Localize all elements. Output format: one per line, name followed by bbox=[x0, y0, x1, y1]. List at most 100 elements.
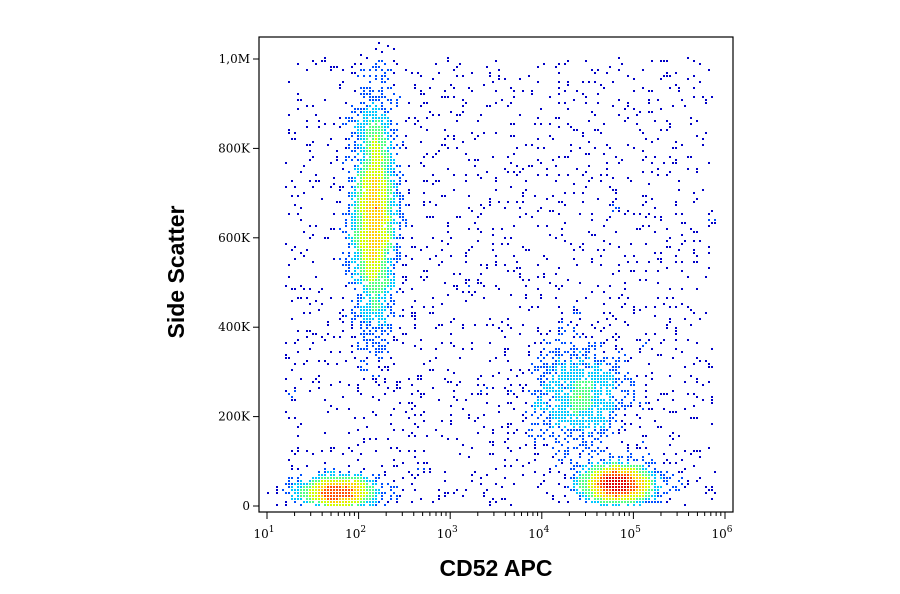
event-dot bbox=[387, 282, 389, 284]
event-dot bbox=[531, 165, 533, 167]
event-dot bbox=[393, 204, 395, 206]
event-dot bbox=[372, 138, 374, 140]
event-dot bbox=[525, 384, 527, 386]
event-dot bbox=[411, 315, 413, 317]
event-dot bbox=[540, 108, 542, 110]
event-dot bbox=[381, 267, 383, 269]
event-dot bbox=[594, 381, 596, 383]
event-dot bbox=[672, 162, 674, 164]
event-dot bbox=[570, 477, 572, 479]
event-dot bbox=[426, 276, 428, 278]
event-dot bbox=[606, 420, 608, 422]
event-dot bbox=[375, 189, 377, 191]
event-dot bbox=[345, 483, 347, 485]
event-dot bbox=[357, 210, 359, 212]
event-dot bbox=[378, 171, 380, 173]
event-dot bbox=[669, 123, 671, 125]
event-dot bbox=[348, 432, 350, 434]
event-dot bbox=[396, 165, 398, 167]
event-dot bbox=[381, 186, 383, 188]
event-dot bbox=[600, 174, 602, 176]
event-dot bbox=[399, 327, 401, 329]
event-dot bbox=[294, 489, 296, 491]
event-dot bbox=[360, 369, 362, 371]
event-dot bbox=[549, 420, 551, 422]
event-dot bbox=[300, 486, 302, 488]
event-dot bbox=[423, 201, 425, 203]
event-dot bbox=[558, 360, 560, 362]
event-dot bbox=[513, 270, 515, 272]
event-dot bbox=[294, 390, 296, 392]
event-dot bbox=[507, 402, 509, 404]
event-dot bbox=[468, 291, 470, 293]
event-dot bbox=[357, 504, 359, 506]
event-dot bbox=[606, 405, 608, 407]
event-dot bbox=[366, 144, 368, 146]
event-dot bbox=[642, 159, 644, 161]
event-dot bbox=[579, 336, 581, 338]
event-dot bbox=[582, 432, 584, 434]
event-dot bbox=[603, 489, 605, 491]
event-dot bbox=[618, 372, 620, 374]
event-dot bbox=[612, 204, 614, 206]
event-dot bbox=[378, 288, 380, 290]
event-dot bbox=[297, 477, 299, 479]
event-dot bbox=[483, 207, 485, 209]
event-dot bbox=[369, 438, 371, 440]
event-dot bbox=[471, 342, 473, 344]
event-dot bbox=[312, 453, 314, 455]
event-dot bbox=[564, 222, 566, 224]
event-dot bbox=[384, 159, 386, 161]
event-dot bbox=[669, 156, 671, 158]
event-dot bbox=[381, 327, 383, 329]
event-dot bbox=[342, 186, 344, 188]
event-dot bbox=[363, 225, 365, 227]
event-dot bbox=[294, 246, 296, 248]
event-dot bbox=[615, 387, 617, 389]
event-dot bbox=[600, 360, 602, 362]
event-dot bbox=[360, 138, 362, 140]
event-dot bbox=[609, 324, 611, 326]
event-dot bbox=[540, 297, 542, 299]
event-dot bbox=[396, 246, 398, 248]
event-dot bbox=[630, 480, 632, 482]
event-dot bbox=[663, 462, 665, 464]
event-dot bbox=[642, 465, 644, 467]
event-dot bbox=[513, 171, 515, 173]
event-dot bbox=[342, 474, 344, 476]
event-dot bbox=[516, 165, 518, 167]
event-dot bbox=[381, 309, 383, 311]
event-dot bbox=[642, 87, 644, 89]
event-dot bbox=[543, 147, 545, 149]
event-dot bbox=[633, 396, 635, 398]
event-dot bbox=[558, 390, 560, 392]
event-dot bbox=[609, 204, 611, 206]
event-dot bbox=[558, 354, 560, 356]
event-dot bbox=[396, 174, 398, 176]
event-dot bbox=[621, 381, 623, 383]
event-dot bbox=[426, 435, 428, 437]
event-dot bbox=[615, 498, 617, 500]
event-dot bbox=[645, 447, 647, 449]
event-dot bbox=[372, 96, 374, 98]
event-dot bbox=[369, 270, 371, 272]
event-dot bbox=[330, 498, 332, 500]
event-dot bbox=[570, 372, 572, 374]
event-dot bbox=[363, 285, 365, 287]
event-dot bbox=[633, 471, 635, 473]
event-dot bbox=[594, 387, 596, 389]
event-dot bbox=[648, 495, 650, 497]
event-dot bbox=[582, 393, 584, 395]
event-dot bbox=[372, 291, 374, 293]
event-dot bbox=[645, 138, 647, 140]
event-dot bbox=[648, 477, 650, 479]
event-dot bbox=[612, 336, 614, 338]
event-dot bbox=[276, 492, 278, 494]
event-dot bbox=[645, 402, 647, 404]
event-dot bbox=[624, 477, 626, 479]
event-dot bbox=[492, 498, 494, 500]
event-dot bbox=[327, 477, 329, 479]
event-dot bbox=[360, 174, 362, 176]
event-dot bbox=[582, 420, 584, 422]
event-dot bbox=[582, 411, 584, 413]
